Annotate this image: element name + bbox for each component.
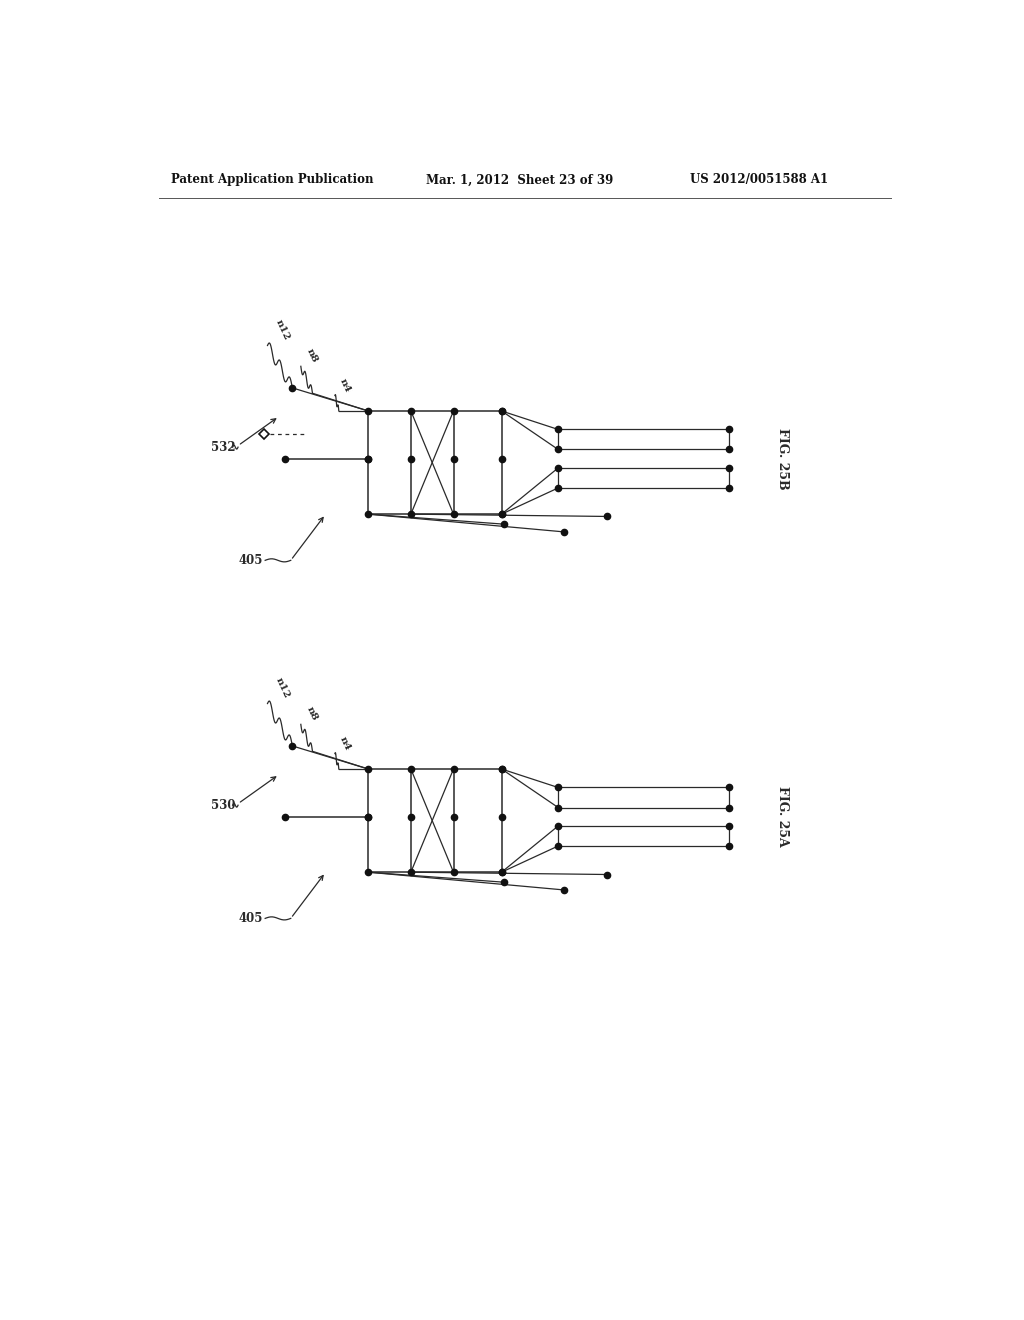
Text: 532: 532 xyxy=(211,441,236,454)
Text: FIG. 25A: FIG. 25A xyxy=(776,787,790,847)
Text: US 2012/0051588 A1: US 2012/0051588 A1 xyxy=(690,173,828,186)
Text: n8: n8 xyxy=(305,347,319,364)
Text: 405: 405 xyxy=(239,912,263,925)
Text: 530: 530 xyxy=(211,799,236,812)
Text: Mar. 1, 2012  Sheet 23 of 39: Mar. 1, 2012 Sheet 23 of 39 xyxy=(426,173,613,186)
Text: n8: n8 xyxy=(305,705,319,722)
Text: n4: n4 xyxy=(338,735,352,752)
Text: Patent Application Publication: Patent Application Publication xyxy=(171,173,373,186)
Text: n4: n4 xyxy=(338,378,352,395)
Text: n12: n12 xyxy=(273,318,291,342)
Text: 405: 405 xyxy=(239,554,263,566)
Text: n12: n12 xyxy=(273,676,291,700)
Text: FIG. 25B: FIG. 25B xyxy=(776,428,790,490)
